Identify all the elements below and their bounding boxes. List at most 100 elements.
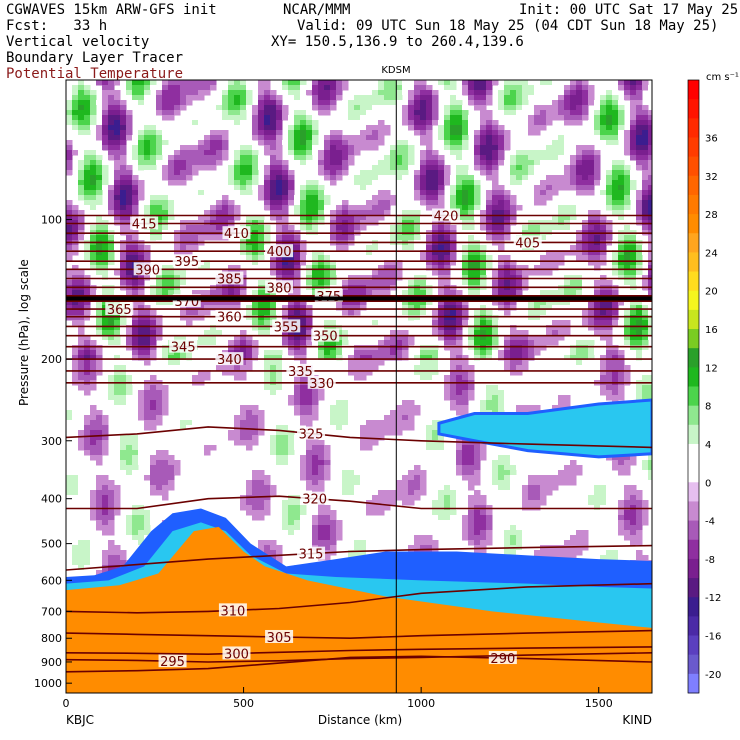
vertical-velocity-cell	[492, 340, 499, 346]
vertical-velocity-cell	[174, 355, 181, 361]
vertical-velocity-cell	[330, 165, 337, 171]
vertical-velocity-cell	[414, 190, 421, 196]
vertical-velocity-cell	[162, 305, 169, 311]
vertical-velocity-cell	[174, 270, 181, 276]
vertical-velocity-cell	[636, 165, 643, 171]
vertical-velocity-cell	[330, 405, 337, 411]
vertical-velocity-cell	[312, 135, 319, 141]
vertical-velocity-cell	[432, 440, 439, 446]
vertical-velocity-cell	[444, 100, 451, 106]
vertical-velocity-cell	[72, 300, 79, 306]
vertical-velocity-cell	[588, 305, 595, 311]
vertical-velocity-cell	[390, 335, 397, 341]
vertical-velocity-cell	[420, 110, 427, 116]
vertical-velocity-cell	[540, 310, 547, 316]
vertical-velocity-cell	[498, 225, 505, 231]
vertical-velocity-cell	[246, 180, 253, 186]
vertical-velocity-cell	[84, 255, 91, 261]
vertical-velocity-cell	[378, 125, 385, 131]
vertical-velocity-cell	[378, 315, 385, 321]
vertical-velocity-cell	[606, 280, 613, 286]
vertical-velocity-cell	[216, 225, 223, 231]
vertical-velocity-cell	[138, 290, 145, 296]
vertical-velocity-cell	[480, 100, 487, 106]
vertical-velocity-cell	[378, 165, 385, 171]
vertical-velocity-cell	[438, 365, 445, 371]
vertical-velocity-cell	[468, 190, 475, 196]
vertical-velocity-cell	[648, 215, 652, 221]
vertical-velocity-cell	[576, 290, 583, 296]
vertical-velocity-cell	[282, 360, 289, 366]
vertical-velocity-cell	[306, 420, 313, 426]
vertical-velocity-cell	[186, 280, 193, 286]
vertical-velocity-cell	[618, 390, 625, 396]
vertical-velocity-cell	[204, 330, 211, 336]
vertical-velocity-cell	[456, 315, 463, 321]
vertical-velocity-cell	[618, 270, 625, 276]
vertical-velocity-cell	[234, 245, 241, 251]
vertical-velocity-cell	[624, 130, 631, 136]
vertical-velocity-cell	[138, 410, 145, 416]
vertical-velocity-cell	[432, 160, 439, 166]
vertical-velocity-cell	[276, 80, 283, 86]
vertical-velocity-cell	[456, 260, 463, 266]
vertical-velocity-cell	[324, 105, 331, 111]
vertical-velocity-cell	[582, 315, 589, 321]
vertical-velocity-cell	[450, 120, 457, 126]
vertical-velocity-cell	[270, 400, 277, 406]
vertical-velocity-cell	[432, 95, 439, 101]
vertical-velocity-cell	[252, 340, 259, 346]
vertical-velocity-cell	[150, 80, 157, 86]
vertical-velocity-cell	[102, 110, 109, 116]
vertical-velocity-cell	[162, 100, 169, 106]
vertical-velocity-cell	[198, 345, 205, 351]
vertical-velocity-cell	[600, 140, 607, 146]
vertical-velocity-cell	[498, 140, 505, 146]
vertical-velocity-cell	[606, 300, 613, 306]
vertical-velocity-cell	[546, 335, 553, 341]
vertical-velocity-cell	[252, 120, 259, 126]
vertical-velocity-cell	[252, 105, 259, 111]
vertical-velocity-cell	[336, 420, 343, 426]
vertical-velocity-cell	[420, 340, 427, 346]
vertical-velocity-cell	[156, 145, 163, 151]
vertical-velocity-cell	[138, 115, 145, 121]
vertical-velocity-cell	[528, 225, 535, 231]
vertical-velocity-cell	[642, 350, 649, 356]
vertical-velocity-cell	[258, 190, 265, 196]
vertical-velocity-cell	[174, 155, 181, 161]
vertical-velocity-cell	[312, 210, 319, 216]
vertical-velocity-cell	[504, 215, 511, 221]
vertical-velocity-cell	[108, 205, 115, 211]
vertical-velocity-cell	[498, 215, 505, 221]
vertical-velocity-cell	[396, 410, 403, 416]
vertical-velocity-cell	[396, 340, 403, 346]
vertical-velocity-cell	[642, 195, 649, 201]
vertical-velocity-cell	[264, 355, 271, 361]
vertical-velocity-cell	[630, 185, 637, 191]
vertical-velocity-cell	[222, 410, 229, 416]
vertical-velocity-cell	[378, 90, 385, 96]
vertical-velocity-cell	[474, 350, 481, 356]
vertical-velocity-cell	[624, 330, 631, 336]
vertical-velocity-cell	[120, 400, 127, 406]
vertical-velocity-cell	[402, 350, 409, 356]
vertical-velocity-cell	[186, 120, 193, 126]
vertical-velocity-cell	[384, 195, 391, 201]
vertical-velocity-cell	[174, 245, 181, 251]
vertical-velocity-cell	[426, 90, 433, 96]
vertical-velocity-cell	[90, 195, 97, 201]
vertical-velocity-cell	[204, 80, 211, 86]
vertical-velocity-cell	[456, 145, 463, 151]
vertical-velocity-cell	[144, 170, 151, 176]
vertical-velocity-cell	[114, 360, 121, 366]
vertical-velocity-cell	[318, 95, 325, 101]
vertical-velocity-cell	[630, 280, 637, 286]
vertical-velocity-cell	[576, 105, 583, 111]
vertical-velocity-cell	[474, 185, 481, 191]
vertical-velocity-cell	[450, 85, 457, 91]
vertical-velocity-cell	[108, 80, 115, 86]
vertical-velocity-cell	[300, 385, 307, 391]
vertical-velocity-cell	[144, 155, 151, 161]
vertical-velocity-cell	[222, 195, 229, 201]
